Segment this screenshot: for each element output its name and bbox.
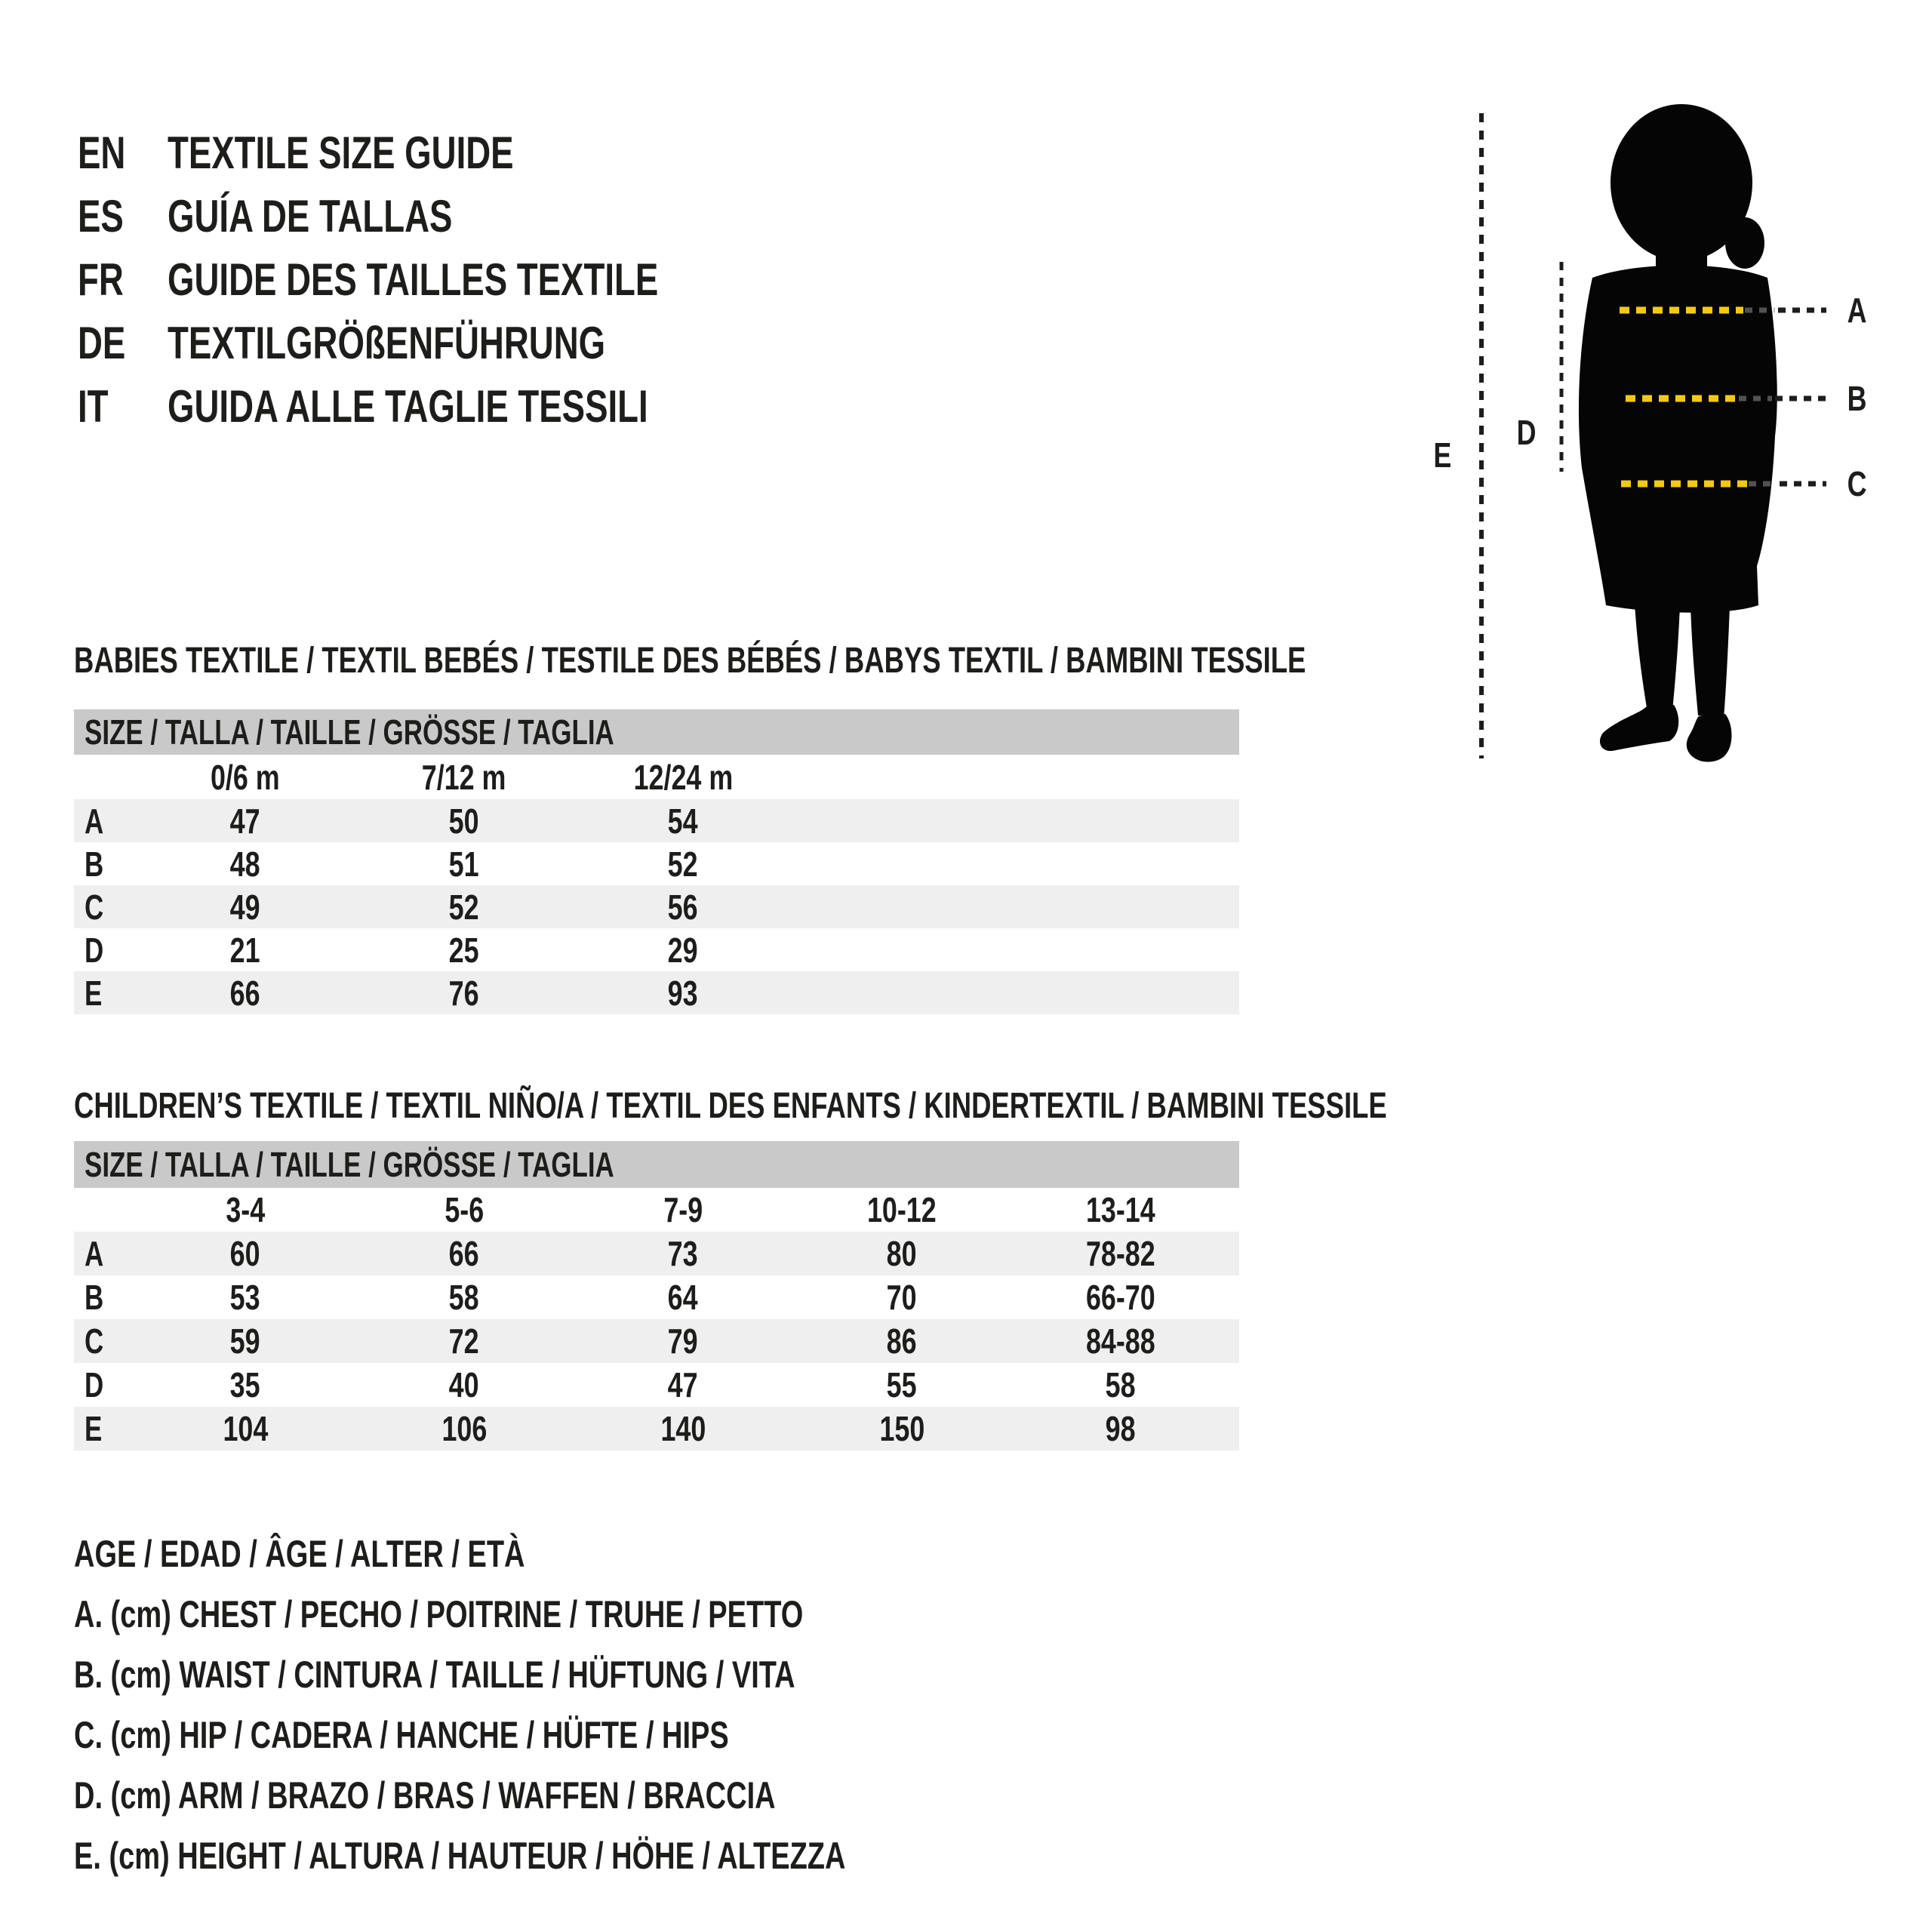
figure-label-A: A: [1847, 291, 1867, 330]
legend-arm: D. (cm) ARM / BRAZO / BRAS / WAFFEN / BR…: [74, 1774, 776, 1817]
lang-title-en: TEXTILE SIZE GUIDE: [168, 128, 514, 178]
babies-row-A: A 47 50 54: [74, 799, 1239, 842]
babies-row-E: E 66 76 93: [74, 971, 1239, 1014]
lang-title-fr: GUIDE DES TAILLES TEXTILE: [168, 254, 659, 305]
babies-col-7-12m: 7/12 m: [422, 757, 506, 797]
children-size-table: SIZE / TALLA / TAILLE / GRÖSSE / TAGLIA …: [74, 1141, 1239, 1451]
children-row-D: D 35 40 47 55 58: [85, 1365, 1136, 1404]
babies-row-C: C 49 52 56: [74, 885, 1239, 928]
babies-row-B: B 48 51 52: [85, 844, 698, 884]
lang-code-es: ES: [78, 191, 124, 242]
lang-title-es: GUÍA DE TALLAS: [168, 191, 453, 242]
lang-code-en: EN: [78, 128, 126, 178]
legend-age: AGE / EDAD / ÂGE / ALTER / ETÀ: [74, 1533, 525, 1575]
babies-section-title: BABIES TEXTILE / TEXTIL BEBÉS / TESTILE …: [74, 641, 1306, 681]
children-section-title: CHILDREN’S TEXTILE / TEXTIL NIÑO/A / TEX…: [74, 1086, 1387, 1126]
legend-height: E. (cm) HEIGHT / ALTURA / HAUTEUR / HÖHE…: [74, 1835, 846, 1877]
lang-code-it: IT: [78, 381, 109, 432]
child-silhouette: [1578, 104, 1777, 762]
babies-size-header-bar: SIZE / TALLA / TAILLE / GRÖSSE / TAGLIA: [74, 709, 1239, 755]
children-col-5-6: 5-6: [445, 1190, 484, 1229]
children-col-7-9: 7-9: [663, 1190, 703, 1229]
legend-waist: B. (cm) WAIST / CINTURA / TAILLE / HÜFTU…: [74, 1654, 795, 1696]
lang-code-de: DE: [78, 318, 126, 368]
figure-label-D: D: [1516, 413, 1537, 452]
children-row-B: B 53 58 64 70 66-70: [85, 1278, 1155, 1317]
figure-label-C: C: [1847, 464, 1867, 503]
lang-title-it: GUIDA ALLE TAGLIE TESSILI: [168, 381, 648, 432]
babies-row-D: D 21 25 29: [85, 930, 698, 970]
children-col-3-4: 3-4: [226, 1190, 265, 1229]
children-row-A: A 60 66 73 80 78-82: [74, 1232, 1239, 1275]
children-col-10-12: 10-12: [867, 1190, 937, 1229]
babies-col-0-6m: 0/6 m: [211, 757, 280, 797]
child-silhouette-graphic: [1479, 104, 1826, 762]
lang-title-de: TEXTILGRÖßENFÜHRUNG: [168, 318, 606, 368]
babies-col-12-24m: 12/24 m: [633, 757, 733, 797]
children-column-header-row: 3-4 5-6 7-9 10-12 13-14: [74, 1188, 1239, 1232]
measurement-figure: E D A B C: [1404, 75, 1932, 777]
children-col-13-14: 13-14: [1086, 1190, 1155, 1229]
babies-column-header-row: 0/6 m 7/12 m 12/24 m: [74, 755, 1239, 799]
figure-label-B: B: [1847, 379, 1867, 418]
babies-size-table: SIZE / TALLA / TAILLE / GRÖSSE / TAGLIA …: [74, 709, 1239, 1014]
children-row-E: E 104 106 140 150 98: [74, 1407, 1239, 1451]
legend-hip: C. (cm) HIP / CADERA / HANCHE / HÜFTE / …: [74, 1714, 729, 1756]
lang-code-fr: FR: [78, 254, 124, 305]
legend-chest: A. (cm) CHEST / PECHO / POITRINE / TRUHE…: [74, 1593, 804, 1635]
children-size-header-bar: SIZE / TALLA / TAILLE / GRÖSSE / TAGLIA: [74, 1141, 1239, 1188]
children-row-C: C 59 72 79 86 84-88: [74, 1319, 1239, 1363]
figure-label-E: E: [1433, 435, 1452, 475]
